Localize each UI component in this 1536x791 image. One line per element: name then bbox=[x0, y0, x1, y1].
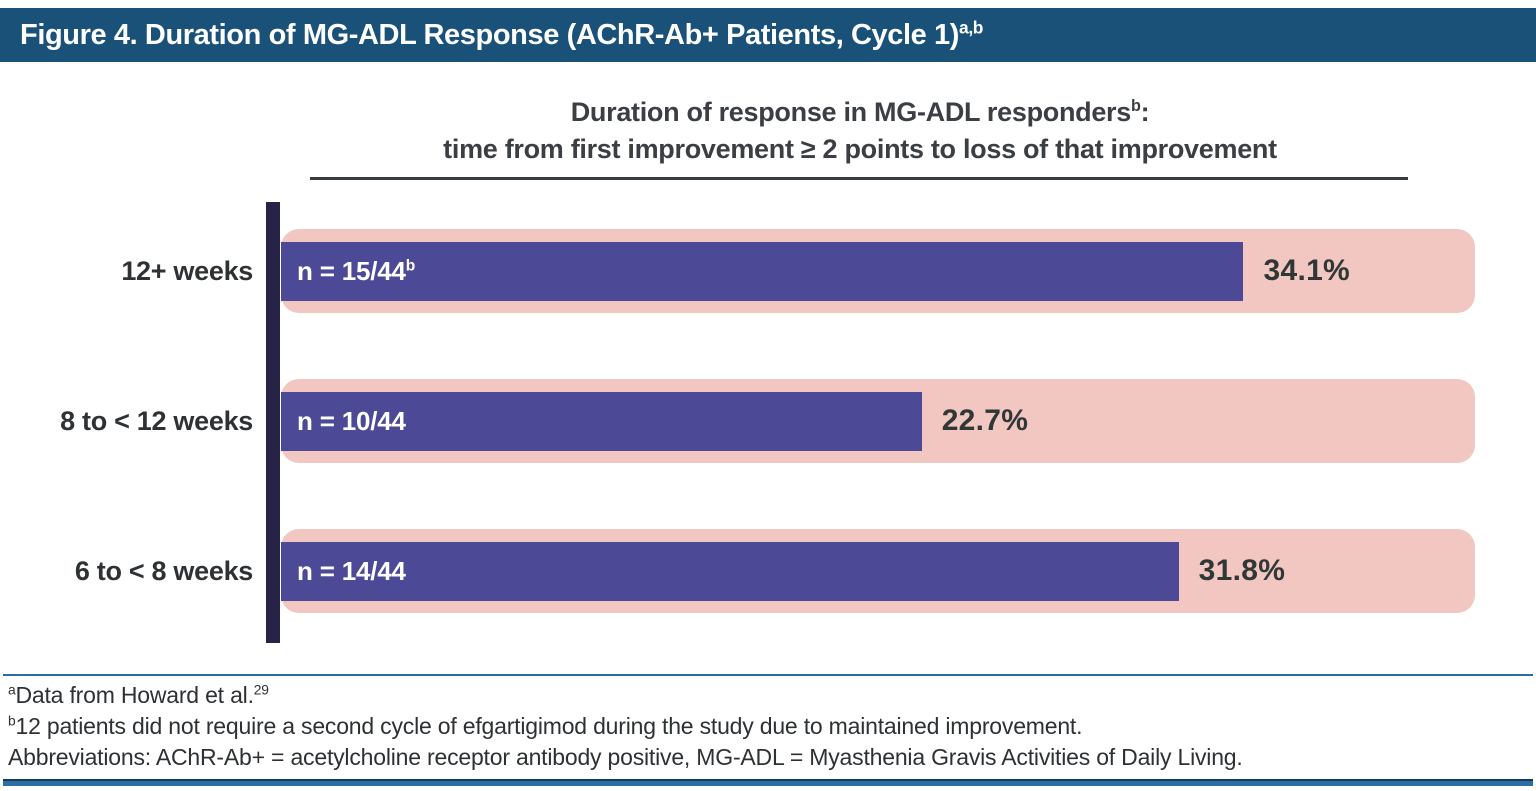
chart-title: Duration of response in MG-ADL responder… bbox=[310, 94, 1410, 168]
bar-row-8-to-12-weeks: 8 to < 12 weeks n = 10/44 22.7% bbox=[0, 379, 1536, 463]
footnote-b: b12 patients did not require a second cy… bbox=[8, 711, 1528, 742]
footnote-a-reference: 29 bbox=[253, 682, 269, 698]
bottom-border-bar bbox=[3, 779, 1533, 786]
chart-title-underline bbox=[310, 177, 1408, 180]
chart-title-line1: Duration of response in MG-ADL responder… bbox=[310, 94, 1410, 131]
chart-title-line2: time from first improvement ≥ 2 points t… bbox=[443, 134, 1277, 164]
category-label-6-to-8-weeks: 6 to < 8 weeks bbox=[74, 555, 253, 586]
bar-8-to-12-weeks: n = 10/44 bbox=[281, 391, 922, 451]
figure-title-superscript: a,b bbox=[959, 16, 983, 37]
footnote-divider bbox=[3, 674, 1533, 676]
y-axis-line bbox=[266, 202, 280, 643]
bar-n-label-6-to-8-weeks: n = 14/44 bbox=[297, 556, 406, 587]
bar-row-6-to-8-weeks: 6 to < 8 weeks n = 14/44 31.8% bbox=[0, 529, 1536, 613]
bar-value-label-6-to-8-weeks: 31.8% bbox=[1198, 554, 1286, 587]
bar-value-label-12plus-weeks: 34.1% bbox=[1263, 254, 1351, 287]
bar-track-6-to-8-weeks: n = 14/44 31.8% bbox=[281, 529, 1475, 613]
chart-title-line1-text: Duration of response in MG-ADL responder… bbox=[570, 97, 1132, 127]
bar-row-12plus-weeks: 12+ weeks n = 15/44b 34.1% bbox=[0, 229, 1536, 313]
category-label-12plus-weeks: 12+ weeks bbox=[121, 255, 253, 286]
bar-n-text: n = 15/44 bbox=[297, 255, 406, 286]
chart-title-line1-suffix: : bbox=[1140, 97, 1150, 127]
footnote-b-marker: b bbox=[8, 713, 16, 729]
footnote-a: aData from Howard et al.29 bbox=[8, 680, 1528, 711]
bar-track-12plus-weeks: n = 15/44b 34.1% bbox=[281, 229, 1475, 313]
bar-track-8-to-12-weeks: n = 10/44 22.7% bbox=[281, 379, 1475, 463]
bar-n-text: n = 14/44 bbox=[297, 555, 406, 586]
bar-value-label-8-to-12-weeks: 22.7% bbox=[941, 404, 1029, 437]
bar-6-to-8-weeks: n = 14/44 bbox=[281, 541, 1179, 601]
footnote-a-marker: a bbox=[8, 682, 16, 698]
bar-12plus-weeks: n = 15/44b bbox=[281, 241, 1244, 301]
category-label-8-to-12-weeks: 8 to < 12 weeks bbox=[60, 405, 253, 436]
footnote-b-text: 12 patients did not require a second cyc… bbox=[15, 713, 1083, 739]
bar-n-text: n = 10/44 bbox=[297, 405, 406, 436]
footnote-a-text: Data from Howard et al. bbox=[15, 682, 254, 708]
abbreviations-line: Abbreviations: AChR-Ab+ = acetylcholine … bbox=[8, 744, 1243, 770]
bar-n-label-8-to-12-weeks: n = 10/44 bbox=[297, 406, 406, 437]
footnotes: aData from Howard et al.29 b12 patients … bbox=[8, 680, 1528, 773]
bar-n-label-12plus-weeks: n = 15/44b bbox=[297, 256, 415, 287]
figure-header: Figure 4. Duration of MG-ADL Response (A… bbox=[0, 8, 1536, 62]
bar-n-superscript: b bbox=[405, 256, 416, 274]
chart-title-line1-superscript: b bbox=[1130, 97, 1141, 115]
figure-title-text: Figure 4. Duration of MG-ADL Response (A… bbox=[20, 18, 960, 51]
figure-title: Figure 4. Duration of MG-ADL Response (A… bbox=[20, 16, 983, 52]
